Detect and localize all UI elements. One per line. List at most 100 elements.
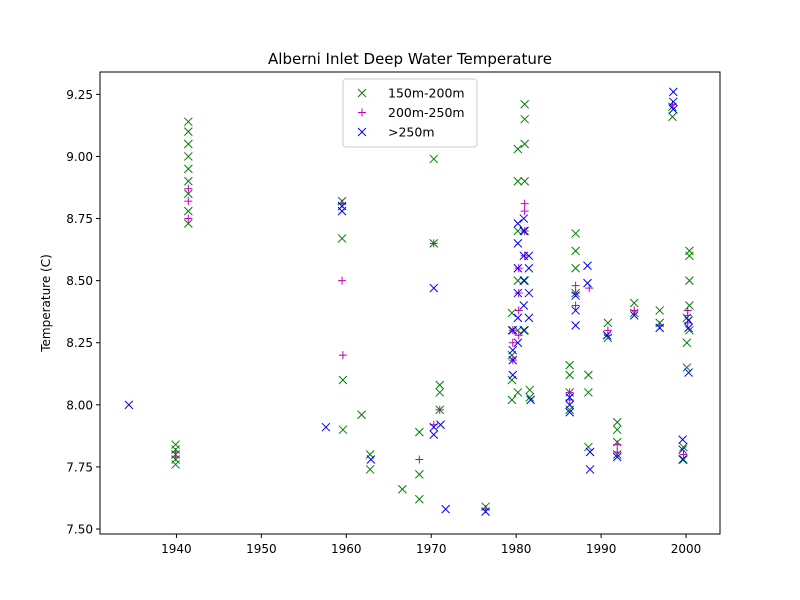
data-point	[338, 276, 347, 285]
legend: 150m-200m 200m-250m >250m	[342, 78, 478, 148]
data-point	[679, 455, 688, 464]
x-tick-label: 1980	[501, 542, 532, 556]
data-point	[519, 226, 529, 236]
data-point	[683, 306, 692, 315]
data-point	[565, 393, 575, 402]
data-point	[520, 199, 529, 208]
data-point	[571, 263, 580, 273]
data-point	[520, 207, 529, 216]
series-2	[124, 87, 693, 516]
data-point	[183, 127, 193, 136]
data-point	[668, 97, 678, 107]
data-point	[513, 144, 523, 154]
data-point	[183, 164, 193, 174]
data-point	[183, 219, 193, 228]
data-point	[508, 338, 517, 347]
data-point	[524, 288, 534, 298]
y-axis-label: Temperature (C)	[39, 254, 53, 353]
x-tick-label: 2000	[671, 542, 702, 556]
data-point	[630, 306, 639, 315]
data-point	[684, 323, 693, 333]
data-point	[678, 445, 687, 454]
x-tick-label: 1970	[416, 542, 447, 556]
data-point	[183, 206, 193, 216]
data-point	[613, 440, 622, 449]
data-point	[414, 494, 424, 504]
data-point	[612, 417, 622, 427]
data-point	[584, 388, 593, 397]
data-point	[571, 301, 580, 310]
data-point	[436, 420, 445, 430]
y-tick-label: 9.25	[66, 88, 93, 102]
data-point	[571, 246, 580, 256]
data-point	[682, 363, 692, 372]
data-point	[603, 326, 612, 335]
data-point	[668, 112, 677, 122]
data-point	[366, 455, 376, 464]
data-point	[684, 368, 693, 377]
data-point	[684, 316, 693, 325]
data-point	[524, 251, 534, 261]
axes-frame	[99, 71, 721, 535]
data-point	[429, 283, 439, 293]
data-point	[520, 276, 530, 285]
data-point	[571, 281, 580, 290]
data-point	[481, 507, 490, 516]
data-point	[398, 484, 407, 494]
data-point	[337, 201, 347, 211]
data-point	[685, 301, 694, 310]
data-point	[584, 370, 593, 380]
data-point	[171, 448, 180, 457]
legend-label: 200m-250m	[388, 105, 465, 120]
data-point	[524, 313, 534, 323]
legend-marker	[357, 88, 367, 98]
data-point	[685, 276, 694, 285]
data-point	[513, 239, 523, 248]
y-tick-label: 7.75	[66, 460, 93, 474]
data-point	[183, 139, 193, 149]
y-tick-label: 8.25	[66, 336, 93, 350]
data-point	[507, 308, 517, 318]
data-point	[429, 430, 439, 439]
data-point	[513, 263, 523, 273]
data-point	[602, 330, 612, 340]
data-point	[414, 470, 424, 479]
data-point	[565, 360, 575, 370]
data-point	[124, 400, 134, 410]
data-point	[565, 400, 575, 410]
legend-marker	[357, 127, 367, 137]
data-point	[435, 405, 444, 414]
data-point	[525, 385, 535, 395]
data-point	[571, 321, 580, 330]
data-point	[414, 427, 424, 437]
data-point	[507, 395, 517, 405]
data-point	[508, 345, 518, 355]
data-point	[429, 154, 439, 164]
data-point	[183, 176, 193, 186]
data-point	[338, 425, 348, 435]
data-point	[584, 442, 593, 452]
data-point	[338, 351, 347, 360]
legend-label: 150m-200m	[388, 86, 465, 101]
chart-title: Alberni Inlet Deep Water Temperature	[268, 50, 552, 68]
data-point	[429, 422, 439, 432]
data-point	[183, 117, 193, 127]
data-point	[678, 435, 687, 444]
data-point	[520, 325, 530, 335]
x-tick-label: 1950	[246, 542, 277, 556]
data-point	[613, 448, 622, 457]
data-point	[514, 306, 523, 315]
data-point	[183, 189, 193, 199]
data-point	[526, 395, 535, 405]
data-point	[184, 197, 193, 206]
data-point	[565, 407, 575, 417]
y-tick-label: 8.75	[66, 212, 93, 226]
y-tick-label: 8.50	[66, 274, 93, 288]
data-point	[583, 261, 592, 271]
data-point	[612, 452, 622, 462]
data-point	[338, 375, 348, 385]
data-point	[668, 104, 678, 114]
data-point	[565, 370, 575, 380]
data-point	[668, 87, 678, 97]
data-point	[520, 226, 529, 235]
